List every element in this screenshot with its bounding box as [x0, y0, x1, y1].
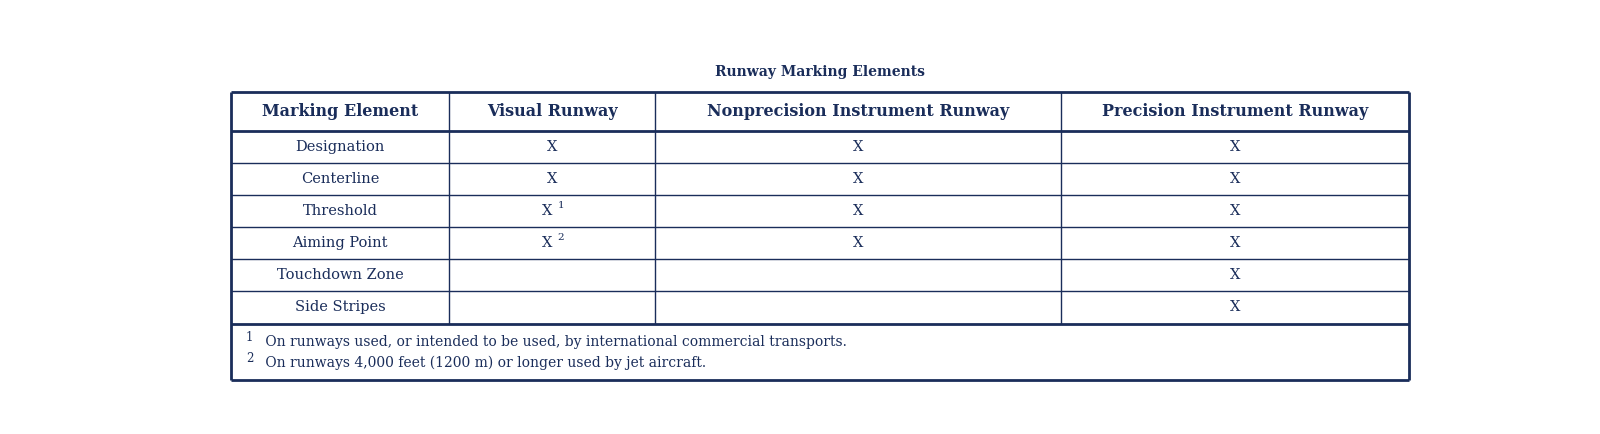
Text: X: X	[1230, 300, 1240, 315]
Text: Visual Runway: Visual Runway	[486, 103, 618, 120]
Text: 2: 2	[246, 352, 253, 365]
Bar	[230, 323, 1410, 380]
Text: On runways used, or intended to be used, by international commercial transports.: On runways used, or intended to be used,…	[261, 335, 846, 349]
Bar	[230, 260, 1410, 292]
Text: X: X	[1230, 236, 1240, 250]
Text: X: X	[1230, 140, 1240, 154]
Text: X: X	[1230, 204, 1240, 218]
Text: X: X	[853, 236, 864, 250]
Bar	[230, 131, 1410, 163]
Text: 1: 1	[557, 201, 563, 210]
Text: Threshold: Threshold	[302, 204, 378, 218]
Bar	[230, 163, 1410, 195]
Text: Aiming Point: Aiming Point	[293, 236, 387, 250]
Text: Precision Instrument Runway: Precision Instrument Runway	[1102, 103, 1368, 120]
Text: X: X	[853, 140, 864, 154]
Text: X: X	[542, 236, 552, 250]
Text: X: X	[1230, 268, 1240, 283]
Text: Marking Element: Marking Element	[262, 103, 418, 120]
Text: Touchdown Zone: Touchdown Zone	[277, 268, 403, 283]
Bar	[230, 292, 1410, 323]
Bar	[230, 195, 1410, 227]
Text: X: X	[853, 204, 864, 218]
Text: X: X	[542, 204, 552, 218]
Text: Nonprecision Instrument Runway: Nonprecision Instrument Runway	[707, 103, 1010, 120]
Text: Centerline: Centerline	[301, 172, 379, 186]
Text: Runway Marking Elements: Runway Marking Elements	[715, 66, 925, 79]
Bar	[230, 227, 1410, 260]
Text: X: X	[1230, 172, 1240, 186]
Text: X: X	[547, 140, 557, 154]
Text: Side Stripes: Side Stripes	[294, 300, 386, 315]
Text: X: X	[853, 172, 864, 186]
Bar	[230, 92, 1410, 131]
Text: Designation: Designation	[296, 140, 384, 154]
Text: 1: 1	[246, 331, 253, 344]
Text: X: X	[547, 172, 557, 186]
Text: On runways 4,000 feet (1200 m) or longer used by jet aircraft.: On runways 4,000 feet (1200 m) or longer…	[261, 356, 706, 371]
Text: 2: 2	[557, 233, 563, 242]
